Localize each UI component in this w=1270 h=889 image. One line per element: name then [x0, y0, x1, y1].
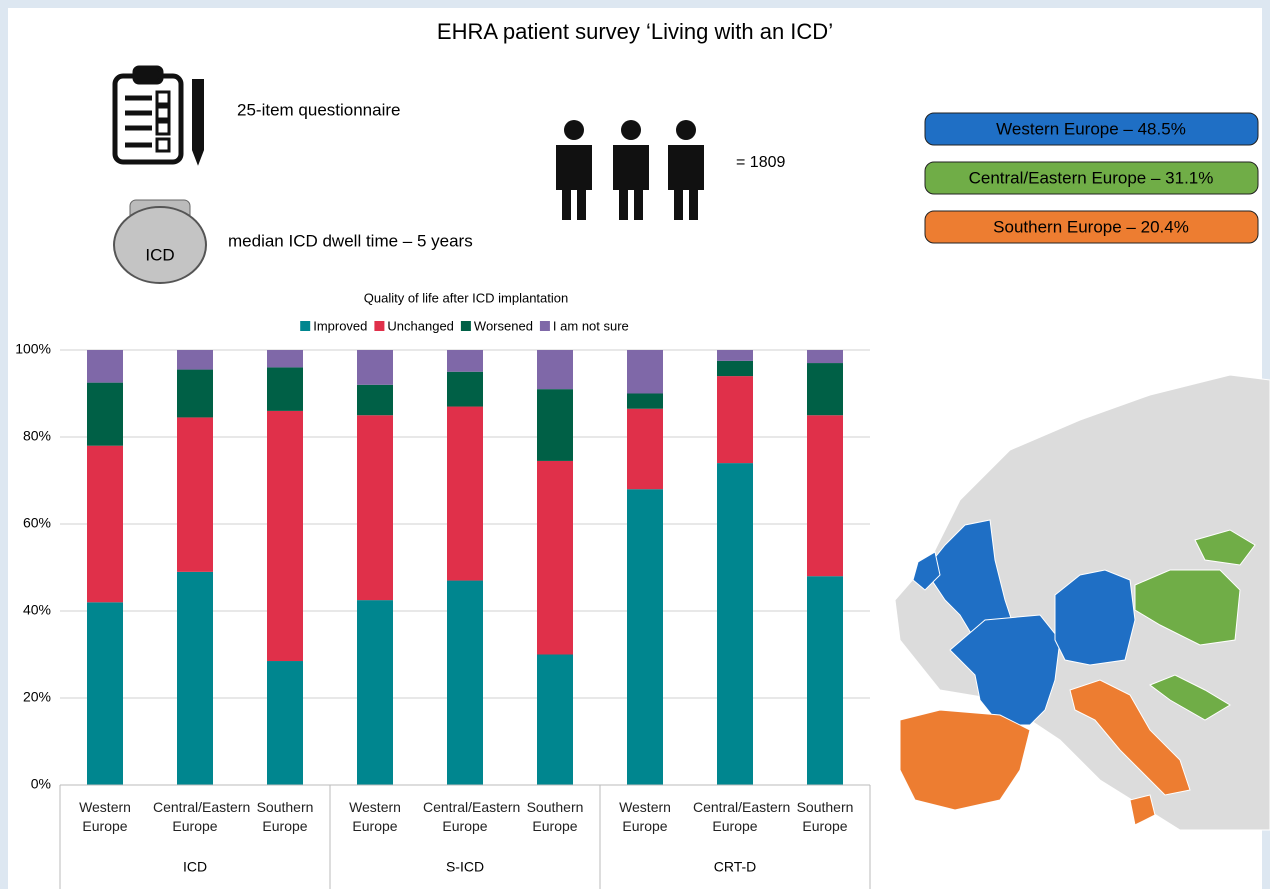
bar-segment	[807, 350, 843, 364]
europe-map	[894, 374, 1270, 831]
bar-segment	[537, 389, 573, 461]
bar-segment	[177, 369, 213, 418]
region-pill	[924, 161, 1259, 195]
icd-icon	[113, 199, 207, 284]
bar-segment	[267, 350, 303, 368]
legend-label: Unchanged	[387, 318, 454, 333]
y-tick-label: 60%	[23, 515, 51, 531]
x-tick-label: Central/Eastern Europe	[423, 799, 521, 834]
x-tick-label: Central/Eastern Europe	[153, 799, 251, 834]
icd-label: ICD	[145, 245, 174, 264]
bar-segment	[627, 393, 663, 409]
legend-swatch	[460, 321, 471, 331]
legend-swatch	[539, 321, 550, 331]
region-pill	[924, 210, 1259, 244]
bar-segment	[177, 350, 213, 370]
bar-segment	[717, 360, 753, 377]
bar-segment	[357, 350, 393, 385]
legend-swatch	[300, 321, 311, 331]
region-label: Western Europe – 48.5%	[996, 119, 1186, 138]
bar-segment	[87, 445, 123, 603]
bar-segment	[447, 371, 483, 407]
participants-text: = 1809	[736, 154, 785, 171]
bar-segment	[537, 460, 573, 655]
x-tick-label: Western Europe	[349, 799, 401, 834]
bar-segment	[537, 350, 573, 390]
legend-label: Worsened	[474, 318, 533, 333]
bar-segment	[357, 415, 393, 601]
bar-segment	[267, 367, 303, 411]
x-tick-label: Western Europe	[619, 799, 671, 834]
legend-label: Improved	[313, 318, 367, 333]
bar-segment	[87, 602, 123, 785]
x-tick-label: Southern Europe	[526, 799, 584, 834]
bar-segment	[627, 350, 663, 394]
bar-segment	[807, 415, 843, 577]
bar-chart: Quality of life after ICD implantation 0…	[15, 290, 871, 889]
bar-segment	[447, 406, 483, 581]
questionnaire-text: 25-item questionnaire	[237, 100, 400, 119]
bar-segment	[267, 410, 303, 662]
y-tick-label: 20%	[23, 689, 51, 705]
bar-segment	[627, 489, 663, 785]
region-pill	[924, 112, 1259, 146]
bar-segment	[87, 382, 123, 446]
region-label: Southern Europe – 20.4%	[993, 217, 1189, 236]
chart-title: Quality of life after ICD implantation	[364, 290, 568, 305]
region-label: Central/Eastern Europe – 31.1%	[969, 168, 1214, 187]
dwell-time-text: median ICD dwell time – 5 years	[228, 231, 473, 250]
clipboard-icon	[112, 65, 204, 166]
x-tick-label: Southern Europe	[796, 799, 854, 834]
bar-segment	[177, 571, 213, 785]
group-label: S-ICD	[446, 859, 484, 875]
legend-swatch	[374, 321, 385, 331]
x-tick-label: Central/Eastern Europe	[693, 799, 791, 834]
legend-label: I am not sure	[553, 318, 629, 333]
bar-segment	[807, 576, 843, 785]
bar-segment	[87, 350, 123, 383]
group-label: CRT-D	[714, 859, 757, 875]
y-tick-label: 40%	[23, 602, 51, 618]
x-tick-label: Western Europe	[79, 799, 131, 834]
bar-segment	[357, 600, 393, 785]
people-icon	[556, 120, 704, 220]
group-label: ICD	[183, 859, 207, 875]
bar-segment	[357, 384, 393, 416]
x-tick-label: Southern Europe	[256, 799, 314, 834]
bar-segment	[627, 408, 663, 490]
bar-segment	[267, 661, 303, 785]
bar-segment	[717, 350, 753, 361]
bar-segment	[537, 654, 573, 785]
y-tick-label: 100%	[15, 341, 51, 357]
bar-segment	[717, 463, 753, 785]
y-tick-label: 80%	[23, 428, 51, 444]
bar-segment	[177, 417, 213, 572]
bar-segment	[447, 350, 483, 372]
y-tick-label: 0%	[31, 776, 51, 792]
region-list: Western Europe – 48.5% Central/Eastern Eu…	[924, 112, 1259, 244]
bar-segment	[447, 580, 483, 785]
page-title: EHRA patient survey ‘Living with an ICD’	[437, 19, 833, 44]
bar-segment	[717, 376, 753, 464]
bar-segment	[807, 363, 843, 416]
